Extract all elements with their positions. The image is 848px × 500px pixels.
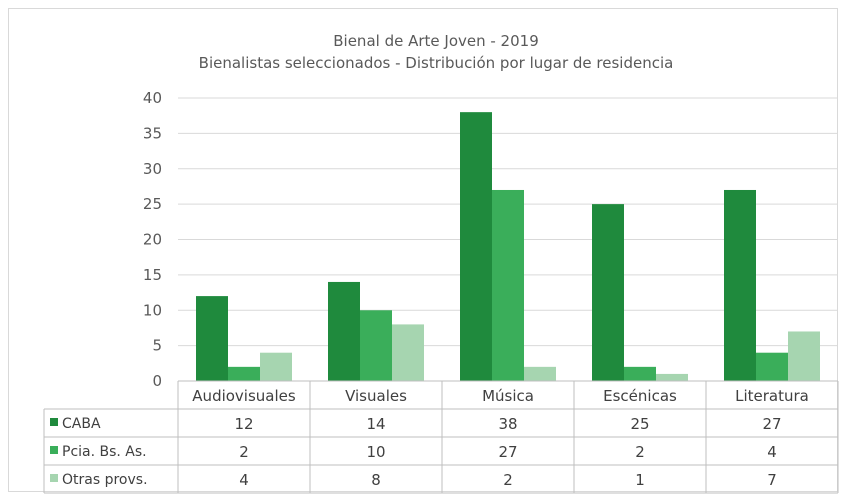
x-tick-label: Escénicas: [603, 387, 677, 405]
bar: [756, 352, 788, 381]
legend-swatch: [50, 418, 58, 426]
bar: [592, 204, 624, 381]
data-label: 1: [635, 471, 645, 489]
data-label: 38: [498, 415, 517, 433]
bar: [196, 296, 228, 381]
legend-label: Pcia. Bs. As.: [62, 444, 147, 460]
chart-subtitle: Bienalistas seleccionados - Distribución…: [199, 54, 674, 72]
data-label: 4: [767, 443, 777, 461]
data-table: Audiovisuales Visuales Música Escénicas Lite…: [43, 380, 839, 494]
data-label: 7: [767, 471, 777, 489]
y-tick-label: 20: [143, 231, 162, 249]
x-tick-label: Música: [482, 387, 534, 405]
y-tick-label: 25: [143, 195, 162, 213]
legend-label: CABA: [62, 416, 101, 432]
y-tick-label: 35: [143, 124, 162, 142]
y-axis-ticks: 0 5 10 15 20 25 30 35 40: [143, 89, 162, 390]
legend-swatch: [50, 446, 58, 454]
bar: [228, 366, 260, 381]
data-label: 27: [498, 443, 517, 461]
bar: [328, 281, 360, 381]
chart-frame: [8, 8, 838, 492]
x-tick-label: Audiovisuales: [192, 387, 296, 405]
y-tick-label: 10: [143, 301, 162, 319]
data-label: 2: [239, 443, 249, 461]
chart-title: Bienal de Arte Joven - 2019: [333, 32, 538, 50]
bars: [196, 112, 820, 382]
bar: [360, 310, 392, 381]
data-label: 10: [366, 443, 385, 461]
data-label: 4: [239, 471, 249, 489]
bar: [788, 331, 820, 381]
legend-swatch: [50, 474, 58, 482]
bar: [524, 366, 556, 381]
y-tick-label: 0: [152, 372, 162, 390]
data-label: 12: [234, 415, 253, 433]
bar: [656, 373, 688, 381]
x-tick-label: Literatura: [735, 387, 809, 405]
bar: [724, 189, 756, 381]
y-tick-label: 30: [143, 160, 162, 178]
legend-label: Otras provs.: [62, 472, 148, 488]
data-label: 2: [503, 471, 513, 489]
y-tick-label: 5: [152, 337, 162, 355]
bar: [260, 352, 292, 381]
bar: [460, 112, 492, 382]
y-tick-label: 40: [143, 89, 162, 107]
x-tick-label: Visuales: [345, 387, 407, 405]
bar: [392, 324, 424, 381]
data-label: 27: [762, 415, 781, 433]
data-label: 14: [366, 415, 385, 433]
data-label: 2: [635, 443, 645, 461]
bar: [492, 189, 524, 381]
data-label: 25: [630, 415, 649, 433]
y-tick-label: 15: [143, 266, 162, 284]
bar: [624, 366, 656, 381]
data-label: 8: [371, 471, 381, 489]
